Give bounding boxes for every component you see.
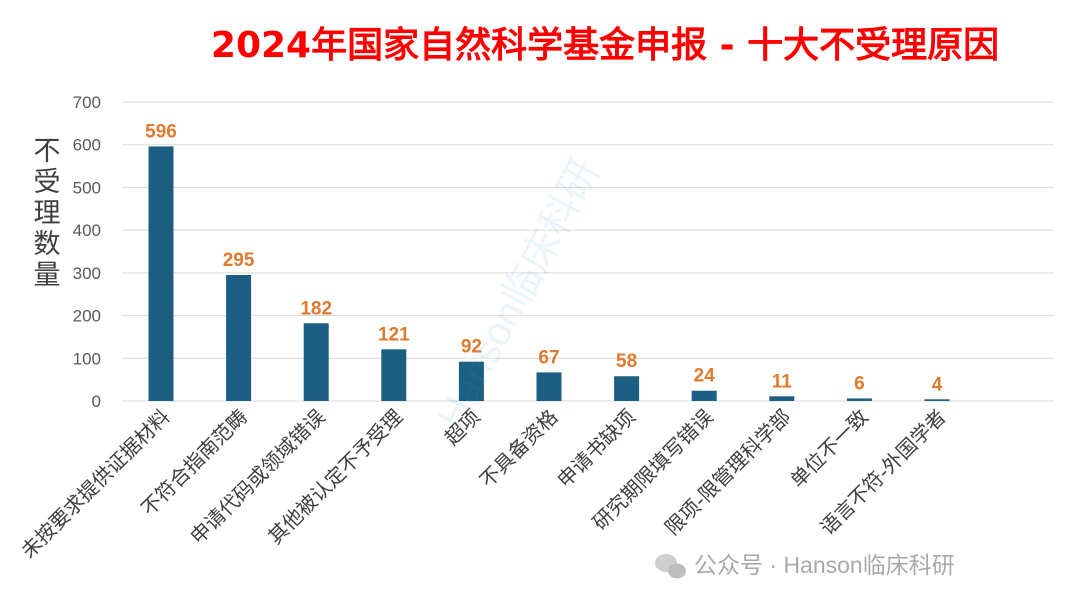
y-tick-label: 400: [73, 221, 101, 240]
category-label: 不具备资格: [475, 405, 563, 493]
bar: [536, 372, 562, 401]
y-tick-label: 0: [92, 392, 101, 411]
bar: [769, 396, 795, 401]
y-tick-label: 500: [73, 178, 101, 197]
y-axis-label-char: 不: [34, 136, 61, 167]
wechat-icon: [655, 554, 686, 579]
value-labels: 596 295 182 121 92 67 58 24 11 6 4: [145, 121, 943, 395]
bar: [458, 361, 484, 401]
y-tick-label: 300: [73, 264, 101, 283]
y-axis-label-char: 数: [34, 229, 61, 260]
category-label: 申请代码或领域错误: [185, 405, 329, 549]
bar-value-label: 6: [854, 373, 865, 394]
footer-watermark: 公众号 · Hanson临床科研: [694, 552, 955, 578]
bar: [303, 323, 329, 401]
bar: [924, 399, 950, 401]
y-tick-label: 700: [73, 93, 101, 112]
y-tick-label: 600: [73, 136, 101, 155]
y-tick-label: 200: [73, 307, 101, 326]
y-axis-label-char: 理: [34, 198, 61, 229]
bar-value-label: 11: [772, 371, 793, 392]
bar: [846, 398, 872, 401]
bar-value-label: 596: [145, 121, 177, 142]
bar-value-label: 182: [300, 298, 332, 319]
bars: [148, 146, 950, 401]
gridlines: [122, 101, 1054, 402]
bar-value-label: 24: [694, 366, 716, 387]
category-label: 未按要求提供证据材料: [16, 405, 174, 563]
bar: [691, 390, 717, 401]
bar: [614, 376, 640, 401]
bar: [381, 349, 407, 401]
y-axis-ticks: 0 100 200 300 400 500 600 700: [73, 93, 101, 411]
bar-value-label: 67: [538, 347, 559, 368]
bar: [148, 146, 174, 401]
y-axis-label-char: 量: [34, 260, 61, 291]
bar-value-label: 4: [932, 374, 943, 395]
chart-title: 2024年国家自然科学基金申报 - 十大不受理原因: [211, 24, 999, 66]
y-tick-label: 100: [73, 349, 101, 368]
bar-value-label: 92: [461, 337, 482, 358]
bar-value-label: 58: [616, 351, 637, 372]
bar: [226, 274, 252, 401]
y-axis-label-char: 受: [34, 167, 61, 198]
category-label: 其他被认定不予受理: [263, 405, 407, 549]
bar-value-label: 295: [223, 250, 255, 271]
diagonal-watermark: Hanson临床科研: [429, 152, 608, 436]
bar-value-label: 121: [378, 324, 410, 345]
